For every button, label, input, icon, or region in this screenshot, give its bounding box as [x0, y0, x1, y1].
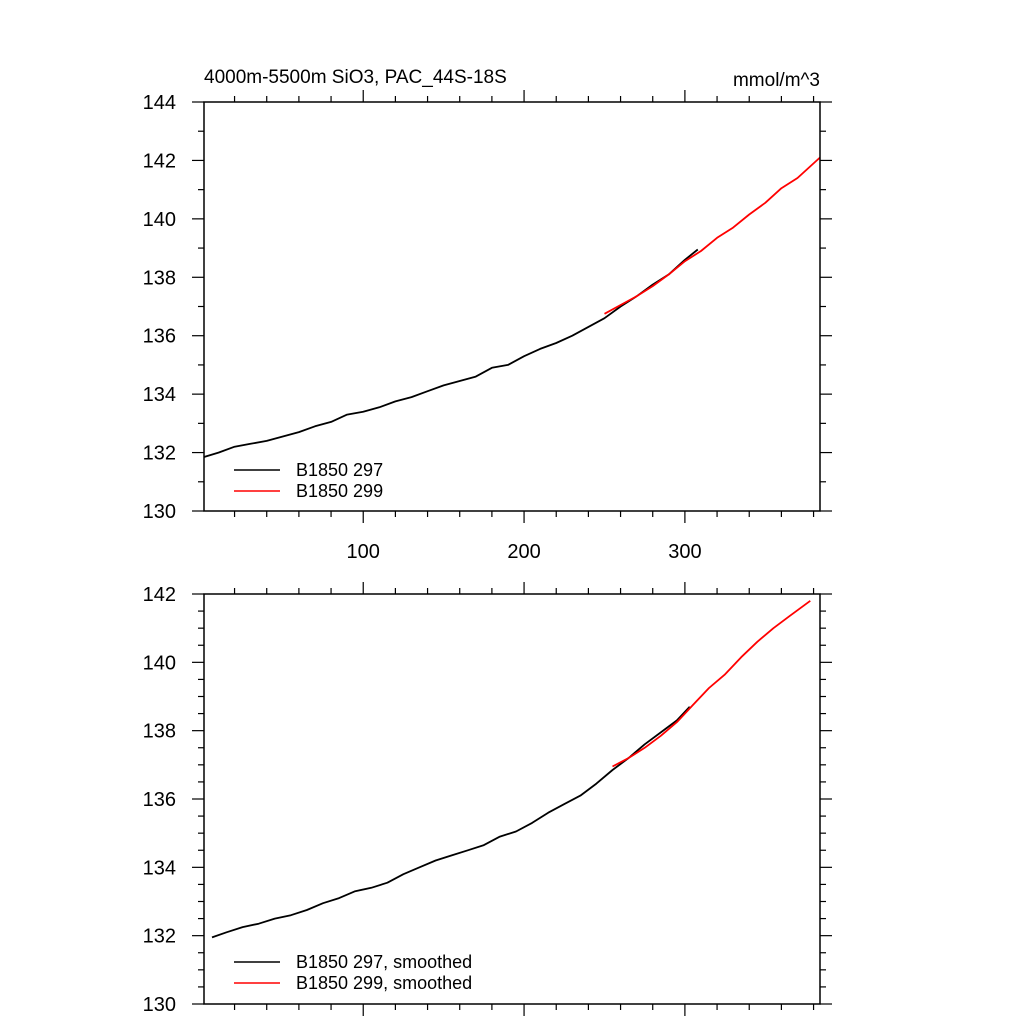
x-tick-label: 300 [668, 541, 701, 563]
x-tick-label: 100 [347, 541, 380, 563]
y-tick-label: 142 [143, 150, 176, 172]
y-tick-label: 138 [143, 721, 176, 743]
legend-label-b1850-297-smoothed: B1850 297, smoothed [296, 952, 472, 972]
x-tick-label: 200 [507, 541, 540, 563]
y-tick-label: 134 [143, 857, 176, 879]
bottom-plot-frame [203, 593, 821, 1005]
top-panel: 4000m-5500m SiO3, PAC_44S-18S mmol/m^3 1… [143, 67, 832, 563]
y-tick-label: 130 [143, 994, 176, 1016]
y-tick-label: 142 [143, 584, 176, 606]
bottom-legend: B1850 297, smoothed B1850 299, smoothed [234, 952, 472, 993]
y-tick-label: 132 [143, 926, 176, 948]
bottom-series-group [211, 600, 811, 939]
y-tick-label: 134 [143, 384, 176, 406]
legend-label-b1850-299: B1850 299 [296, 481, 383, 501]
legend-label-b1850-297: B1850 297 [296, 460, 383, 480]
bottom-panel: 130 132 134 136 138 140 142 B1850 297, smoothe… [143, 582, 832, 1016]
y-tick-label: 144 [143, 92, 176, 114]
y-tick-label: 130 [143, 501, 176, 523]
top-axis-ticks: 130 132 134 136 138 140 142 144 100 200 300 [143, 90, 832, 563]
y-tick-label: 132 [143, 443, 176, 465]
top-legend: B1850 297 B1850 299 [234, 460, 383, 501]
top-series-group [203, 156, 821, 458]
chart-title: 4000m-5500m SiO3, PAC_44S-18S [204, 67, 507, 88]
y-tick-label: 136 [143, 789, 176, 811]
series-line-b1850-297-smoothed [211, 706, 691, 939]
y-tick-label: 140 [143, 652, 176, 674]
bottom-axis-ticks: 130 132 134 136 138 140 142 [143, 582, 832, 1016]
series-line-b1850-299-smoothed [612, 600, 811, 768]
series-line-b1850-297 [203, 248, 699, 458]
units-label: mmol/m^3 [733, 70, 820, 91]
top-plot-frame [203, 101, 821, 512]
y-tick-label: 140 [143, 209, 176, 231]
legend-label-b1850-299-smoothed: B1850 299, smoothed [296, 973, 472, 993]
series-line-b1850-299 [604, 156, 821, 315]
y-tick-label: 136 [143, 326, 176, 348]
y-tick-label: 138 [143, 267, 176, 289]
